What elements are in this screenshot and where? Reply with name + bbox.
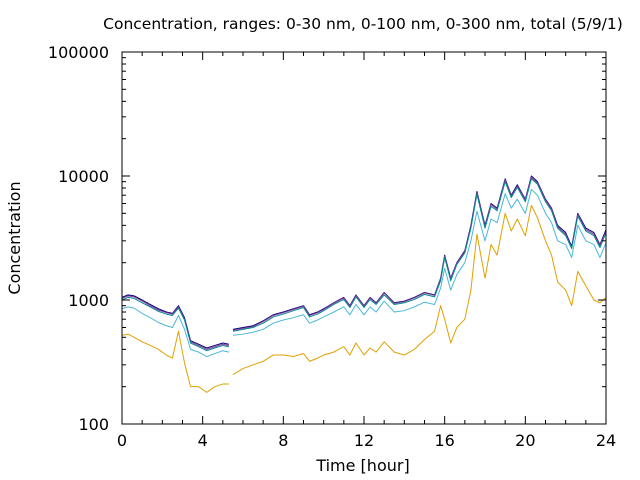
series-line-2 — [121, 176, 607, 350]
x-tick-label: 16 — [434, 431, 454, 450]
series-line-1 — [121, 175, 607, 349]
y-tick-label: 100000 — [48, 43, 109, 62]
x-tick-label: 8 — [278, 431, 288, 450]
series-line-4 — [121, 188, 607, 358]
x-tick-label: 4 — [198, 431, 208, 450]
series-layer — [121, 175, 607, 393]
y-tick-label: 100 — [78, 415, 109, 434]
y-axis-title: Concentration — [5, 181, 24, 294]
x-tick-label: 20 — [515, 431, 535, 450]
y-tick-label: 1000 — [68, 291, 109, 310]
chart-title: Concentration, ranges: 0-30 nm, 0-100 nm… — [103, 15, 623, 33]
plot-frame — [121, 51, 607, 425]
y-tick-label: 10000 — [58, 167, 109, 186]
x-tick-label: 0 — [117, 431, 127, 450]
series-line-5 — [121, 204, 607, 393]
tick-layer: 0 4 8 12 16 20 24 100 1000 10000 100000 — [48, 43, 616, 450]
series-line-3 — [121, 178, 607, 352]
x-axis-title: Time [hour] — [315, 456, 409, 475]
x-tick-label: 24 — [596, 431, 616, 450]
x-tick-label: 12 — [354, 431, 374, 450]
